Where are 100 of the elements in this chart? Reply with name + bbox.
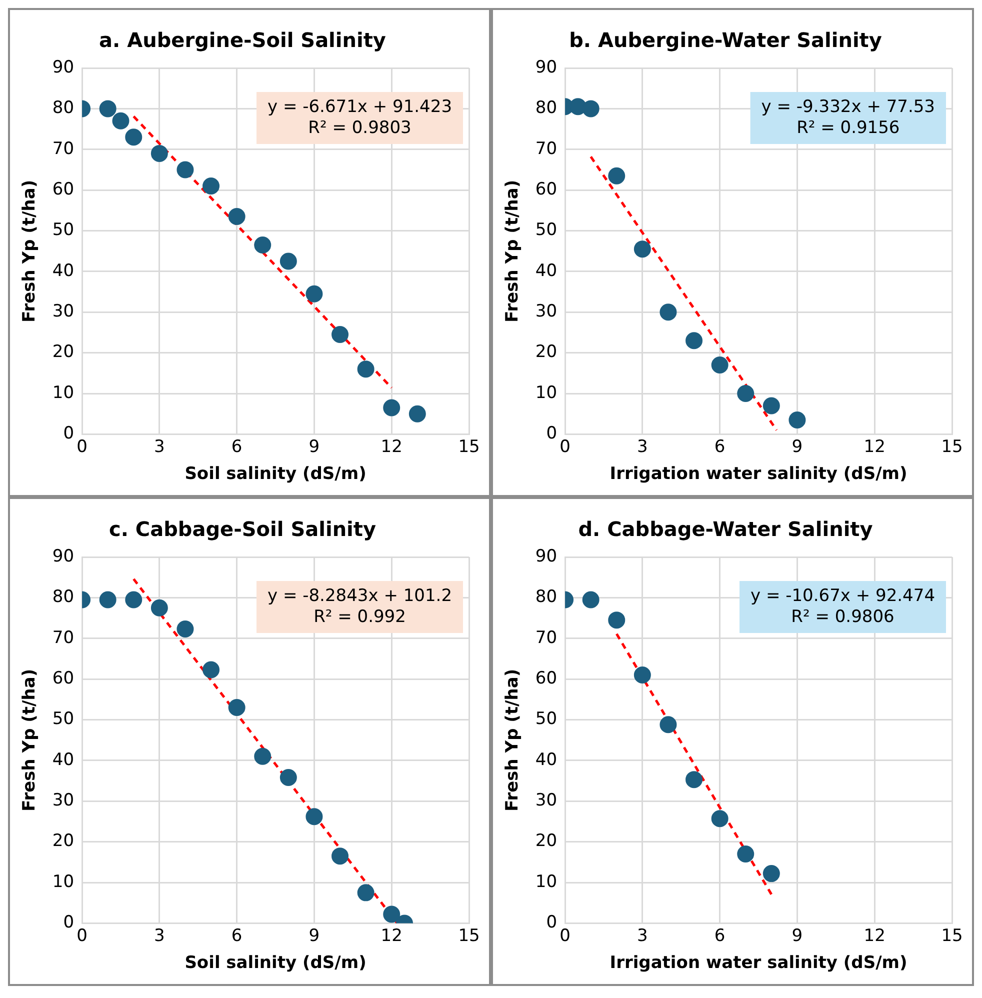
x-tick-label: 12 xyxy=(380,926,402,946)
y-tick-label: 20 xyxy=(535,831,558,852)
point xyxy=(608,167,626,184)
point xyxy=(762,865,780,882)
y-tick-label: 10 xyxy=(535,382,558,403)
point xyxy=(383,399,400,416)
x-tick-label: 3 xyxy=(637,926,648,946)
x-tick-label: 0 xyxy=(76,436,88,457)
x-tick-label: 3 xyxy=(154,436,165,457)
point xyxy=(254,748,272,765)
point xyxy=(660,304,677,321)
y-tick-label: 80 xyxy=(52,98,74,118)
y-tick-label: 10 xyxy=(535,872,558,892)
x-tick-label: 9 xyxy=(792,926,803,946)
y-tick-label: 20 xyxy=(535,342,558,362)
x-tick-label: 15 xyxy=(458,926,480,946)
y-tick-label: 90 xyxy=(52,546,74,566)
x-tick-label: 12 xyxy=(380,436,402,457)
x-tick-label: 9 xyxy=(308,436,320,457)
point xyxy=(737,846,754,863)
y-axis-title: Fresh Yp (t/ha) xyxy=(20,180,40,322)
y-tick-label: 30 xyxy=(535,302,558,322)
point xyxy=(99,591,116,608)
point xyxy=(202,661,220,678)
chart-title: b. Aubergine-Water Salinity xyxy=(569,28,882,52)
y-tick-label: 0 xyxy=(546,912,558,933)
point xyxy=(176,620,194,638)
y-tick-label: 10 xyxy=(52,872,74,892)
y-tick-label: 0 xyxy=(546,424,558,444)
point xyxy=(582,591,600,608)
point xyxy=(711,810,728,828)
point xyxy=(383,906,400,923)
point xyxy=(228,699,246,716)
x-axis-title: Soil salinity (dS/m) xyxy=(184,953,366,974)
x-axis-title: Soil salinity (dS/m) xyxy=(184,464,366,484)
x-tick-label: 12 xyxy=(864,926,886,946)
point xyxy=(176,161,194,178)
point xyxy=(228,208,246,226)
y-tick-label: 90 xyxy=(535,57,558,78)
y-tick-label: 30 xyxy=(52,302,74,322)
point xyxy=(202,178,220,194)
chart-title: a. Aubergine-Soil Salinity xyxy=(99,28,386,52)
y-tick-label: 40 xyxy=(535,750,558,770)
point xyxy=(408,405,426,422)
point xyxy=(686,332,703,350)
x-tick-label: 0 xyxy=(76,926,88,946)
x-tick-label: 3 xyxy=(637,436,648,457)
point xyxy=(711,356,728,374)
x-tick-label: 12 xyxy=(864,436,886,457)
x-tick-label: 3 xyxy=(154,926,165,946)
y-tick-label: 20 xyxy=(52,831,74,852)
point xyxy=(254,236,272,254)
x-tick-label: 0 xyxy=(560,926,570,946)
chart-title: c. Cabbage-Soil Salinity xyxy=(108,517,376,542)
point xyxy=(634,666,651,684)
point xyxy=(125,128,142,146)
x-tick-label: 0 xyxy=(560,436,570,457)
y-tick-label: 30 xyxy=(535,790,558,811)
point xyxy=(99,100,116,118)
x-tick-label: 6 xyxy=(231,436,242,457)
y-axis-title: Fresh Yp (t/ha) xyxy=(502,180,523,322)
point xyxy=(357,884,374,902)
y-tick-label: 30 xyxy=(52,790,74,811)
y-tick-label: 0 xyxy=(63,912,74,933)
y-tick-label: 50 xyxy=(535,220,558,240)
y-tick-label: 10 xyxy=(52,382,74,403)
y-tick-label: 60 xyxy=(52,179,74,200)
y-tick-label: 50 xyxy=(52,709,74,730)
x-tick-label: 9 xyxy=(792,436,803,457)
y-tick-label: 80 xyxy=(535,587,558,608)
point xyxy=(737,385,754,402)
y-tick-label: 60 xyxy=(52,668,74,688)
y-tick-label: 40 xyxy=(535,260,558,281)
y-tick-label: 90 xyxy=(535,546,558,566)
y-tick-label: 80 xyxy=(52,587,74,608)
annotation: y = -10.67x + 92.474 R² = 0.9806 xyxy=(750,586,936,627)
point xyxy=(125,591,142,608)
y-tick-label: 70 xyxy=(52,628,74,648)
chart-title: d. Cabbage-Water Salinity xyxy=(578,517,873,542)
y-tick-label: 80 xyxy=(535,98,558,118)
x-tick-label: 15 xyxy=(941,926,963,946)
y-tick-label: 40 xyxy=(52,750,74,770)
annotation: y = -9.332x + 77.53 R² = 0.9156 xyxy=(761,96,936,138)
y-tick-label: 50 xyxy=(535,709,558,730)
x-axis-title: Irrigation water salinity (dS/m) xyxy=(610,464,908,484)
point xyxy=(112,112,130,130)
y-tick-label: 90 xyxy=(52,57,74,78)
annotation: y = -8.2843x + 101.2 R² = 0.992 xyxy=(267,586,452,627)
point xyxy=(150,144,168,162)
x-tick-label: 9 xyxy=(308,926,320,946)
point xyxy=(608,612,626,629)
y-tick-label: 60 xyxy=(535,179,558,200)
point xyxy=(280,252,297,270)
annotation: y = -6.671x + 91.423 R² = 0.9803 xyxy=(267,96,452,138)
point xyxy=(332,326,349,344)
x-tick-label: 6 xyxy=(714,926,726,946)
point xyxy=(150,599,168,616)
point xyxy=(357,360,374,378)
y-tick-label: 20 xyxy=(52,342,74,362)
point xyxy=(280,769,297,786)
